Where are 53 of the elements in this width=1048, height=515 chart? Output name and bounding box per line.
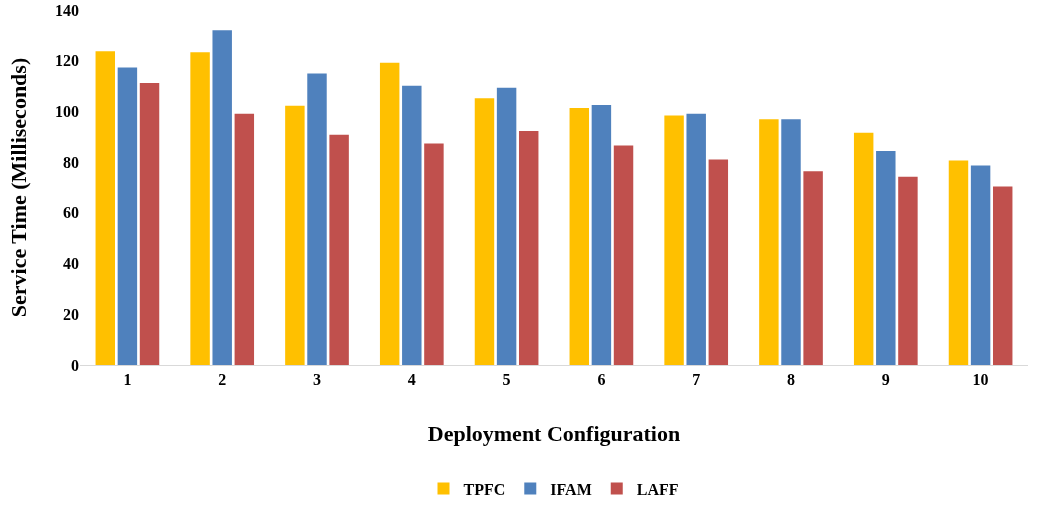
y-tick-label: 120	[55, 52, 79, 70]
bar	[518, 130, 539, 365]
bar	[496, 87, 517, 365]
bar	[876, 150, 896, 365]
bar	[948, 160, 969, 365]
bar	[307, 73, 327, 365]
legend-label: LAFF	[636, 480, 679, 498]
bar	[591, 105, 612, 365]
x-tick-label: 1	[123, 371, 132, 389]
bar	[379, 62, 400, 365]
bar	[992, 186, 1013, 365]
bar	[898, 176, 918, 365]
bar	[569, 107, 590, 365]
y-tick-label: 0	[71, 356, 79, 374]
bar	[424, 143, 444, 365]
bar	[95, 51, 116, 365]
x-tick-label: 7	[692, 371, 701, 389]
bar	[613, 145, 634, 365]
x-tick-label: 8	[787, 371, 795, 389]
bar	[329, 134, 349, 365]
bar	[402, 85, 422, 365]
x-tick-label: 4	[407, 371, 416, 389]
bar	[970, 165, 991, 365]
y-tick-label: 60	[63, 204, 79, 222]
bar	[190, 52, 210, 365]
bar	[803, 171, 823, 365]
bar	[853, 132, 874, 365]
y-tick-label: 100	[55, 103, 79, 121]
x-tick-label: 9	[881, 371, 890, 389]
x-tick-label: 6	[597, 371, 606, 389]
legend-label: TPFC	[463, 480, 506, 498]
x-tick-label: 10	[972, 371, 989, 389]
x-axis-title: Deployment Configuration	[427, 421, 681, 446]
y-axis-title: Service Time (Milliseconds)	[6, 57, 31, 318]
bar	[474, 98, 495, 365]
legend-label: IFAM	[550, 480, 592, 498]
x-tick-label: 5	[502, 371, 511, 389]
bar	[212, 30, 232, 365]
x-tick-label: 3	[313, 371, 321, 389]
bar	[686, 113, 706, 365]
bar	[139, 83, 160, 365]
y-tick-label: 80	[63, 153, 79, 171]
bar	[759, 119, 779, 365]
bar	[285, 105, 305, 365]
bar	[234, 113, 255, 365]
bar	[117, 67, 138, 365]
bar	[708, 159, 729, 365]
x-tick-label: 2	[218, 371, 227, 389]
y-tick-label: 140	[55, 1, 79, 19]
bar	[781, 119, 801, 365]
y-tick-label: 20	[63, 305, 79, 323]
y-tick-label: 40	[63, 255, 79, 273]
bar	[664, 115, 684, 365]
